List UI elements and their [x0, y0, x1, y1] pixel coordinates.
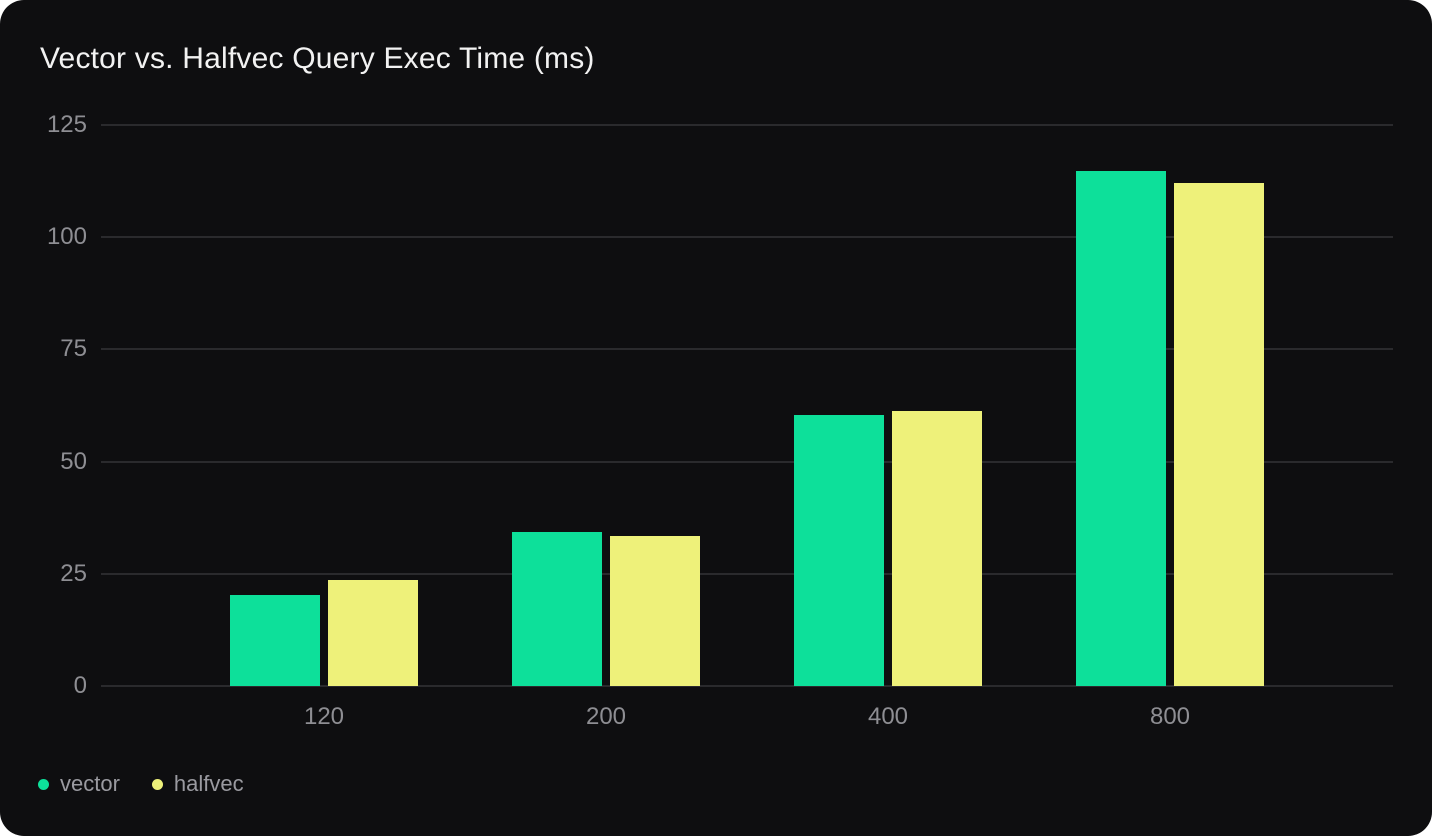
gridline	[101, 460, 1393, 463]
x-axis-category-label: 120	[303, 703, 345, 730]
gridline	[101, 236, 1393, 239]
bar-vector-120	[230, 595, 320, 686]
bar-halfvec-200	[610, 536, 700, 686]
y-axis-tick-label: 25	[60, 559, 87, 587]
legend-label: vector	[60, 771, 120, 796]
gridline	[101, 572, 1393, 575]
y-axis-tick-label: 100	[46, 223, 87, 251]
bar-vector-800	[1076, 171, 1166, 686]
legend-label: halfvec	[173, 771, 244, 796]
legend-item-vector[interactable]: vector	[38, 771, 120, 797]
x-axis-category-label: 400	[867, 703, 909, 730]
gridline	[101, 685, 1393, 687]
y-axis-tick-label: 0	[73, 672, 87, 699]
chart-legend: vector halfvec	[38, 769, 244, 799]
x-axis-category-label: 200	[585, 703, 627, 730]
x-axis-category-label: 800	[1149, 703, 1191, 730]
bar-vector-200	[512, 532, 602, 686]
y-axis-tick-label: 50	[60, 447, 87, 475]
gridline	[101, 348, 1393, 351]
gridline	[101, 124, 1393, 126]
bar-halfvec-120	[328, 580, 418, 686]
bar-halfvec-800	[1174, 183, 1264, 686]
y-axis-tick-label: 125	[46, 111, 87, 138]
bar-vector-400	[794, 415, 884, 686]
legend-item-halfvec[interactable]: halfvec	[151, 771, 244, 797]
legend-dot-icon	[38, 778, 49, 790]
legend-dot-icon	[151, 778, 163, 790]
y-axis-tick-label: 75	[60, 335, 87, 363]
bar-halfvec-400	[892, 411, 982, 686]
chart-title: Vector vs. Halfvec Query Exec Time (ms)	[40, 42, 595, 75]
